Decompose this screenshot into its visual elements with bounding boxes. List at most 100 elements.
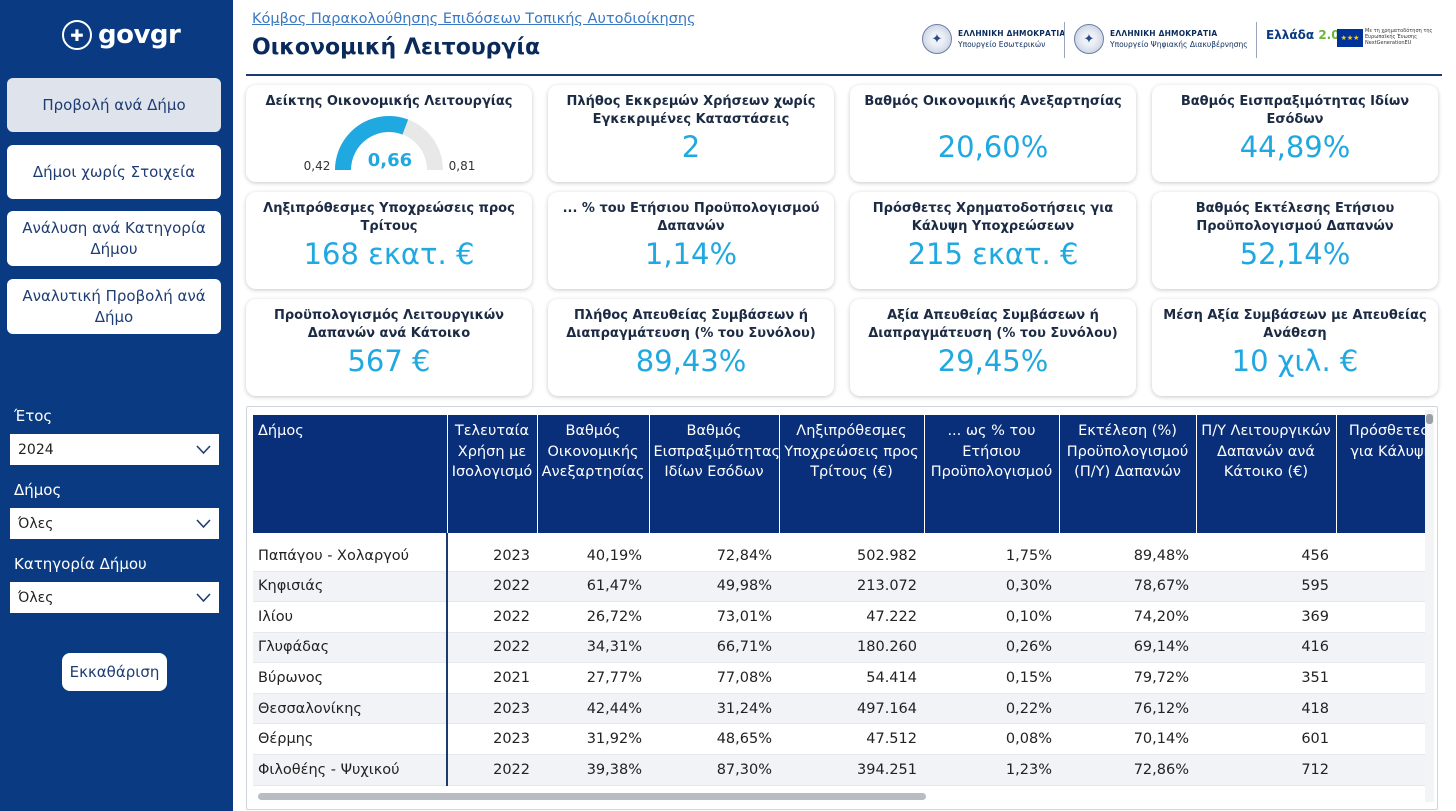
table-cell: 78,67%: [1059, 571, 1196, 603]
nav-analysis-by-category[interactable]: Ανάλυση ανά Κατηγορία Δήμου: [7, 211, 221, 266]
clear-filters-button[interactable]: Εκκαθάριση: [62, 653, 167, 691]
year-select[interactable]: 2024: [10, 434, 219, 465]
table-cell: 0,08%: [924, 723, 1059, 756]
column-header[interactable]: Πρόσθετες Επιχορηγήσεις για Κάλυψη Υποχρ…: [1336, 415, 1425, 533]
table-cell: [1336, 723, 1425, 756]
kpi-title: Προϋπολογισμός Λειτουργικών Δαπανών ανά …: [273, 308, 505, 341]
column-header[interactable]: Τελευταία Χρήση με Ισολογισμό: [447, 415, 538, 533]
nav-detailed-view[interactable]: Αναλυτική Προβολή ανά Δήμο: [7, 279, 221, 334]
ministry-interior-logo: ✦ ΕΛΛΗΝΙΚΗ ΔΗΜΟΚΡΑΤΙΑ Υπουργείο Εσωτερικ…: [922, 24, 1065, 54]
kpi-value: 168 εκατ. €: [303, 237, 475, 271]
ellada-num: 2.0: [1318, 28, 1340, 42]
table-cell: 79,72%: [1059, 662, 1196, 694]
table-cell: 595: [1196, 571, 1336, 603]
kpi-value: 29,45%: [937, 344, 1049, 378]
column-header[interactable]: Δήμος: [253, 415, 448, 533]
table-row[interactable]: Γλυφάδας 2022 34,31% 66,71% 180.260 0,26% 69,1…: [253, 632, 1425, 664]
kpi-card-average-contract-value: Μέση Αξία Συμβάσεων με Απευθείας Ανάθεση…: [1152, 299, 1438, 396]
logo-line1: ΕΛΛΗΝΙΚΗ ΔΗΜΟΚΡΑΤΙΑ: [958, 29, 1066, 38]
vertical-scrollbar-track[interactable]: [1425, 410, 1434, 802]
nav-view-by-municipality[interactable]: Προβολή ανά Δήμο: [7, 78, 221, 132]
table-cell: 72,86%: [1059, 754, 1196, 786]
municipality-label: Δήμος: [14, 481, 62, 499]
municipality-name-cell: Ιλίου: [253, 601, 448, 633]
table-cell: 2022: [447, 571, 537, 603]
vertical-scrollbar-thumb[interactable]: [1426, 414, 1433, 424]
table-row[interactable]: Παπάγου - Χολαργού 2023 40,19% 72,84% 502.98…: [253, 533, 1425, 572]
table-row[interactable]: Φιλοθέης - Ψυχικού 2022 39,38% 87,30% 394.25…: [253, 754, 1425, 786]
nav-label: Αναλυτική Προβολή ανά Δήμο: [22, 286, 206, 326]
municipality-name-cell: Φιλοθέης - Ψυχικού: [253, 754, 448, 786]
govgr-logo[interactable]: ✚ govgr: [62, 20, 181, 50]
table-cell: 502.982: [779, 533, 924, 572]
kpi-card-additional-funding: Πρόσθετες Χρηματοδοτήσεις για Κάλυψη Υπο…: [850, 192, 1136, 289]
table-row[interactable]: Θέρμης 2023 31,92% 48,65% 47.512 0,08% 70,14% 6…: [253, 723, 1425, 756]
gauge-min-label: 0,42: [304, 159, 331, 173]
table-cell: 2023: [447, 533, 537, 572]
table-cell: 72,84%: [649, 533, 779, 572]
kpi-value: 89,43%: [635, 344, 747, 378]
municipality-table-panel: Δήμος Τελευταία Χρήση με Ισολογισμό Βαθμός…: [246, 406, 1438, 810]
table-cell: [1336, 693, 1425, 725]
year-value: 2024: [18, 441, 54, 458]
table-cell: 31,24%: [649, 693, 779, 725]
gauge-value-label: 0,66: [368, 150, 412, 171]
table-cell: 456: [1196, 533, 1336, 572]
nav-label: Προβολή ανά Δήμο: [42, 95, 186, 114]
kpi-title: ... % του Ετήσιου Προϋπολογισμού Δαπανών: [562, 201, 820, 234]
table-cell: 66,71%: [649, 632, 779, 664]
horizontal-scrollbar-thumb[interactable]: [258, 793, 926, 800]
nav-municipalities-without-data[interactable]: Δήμοι χωρίς Στοιχεία: [7, 145, 221, 199]
table-cell: 416: [1196, 632, 1336, 664]
table-cell: 369: [1196, 601, 1336, 633]
table-cell: 1,23%: [924, 754, 1059, 786]
table-cell: 87,30%: [649, 754, 779, 786]
category-value: Όλες: [18, 589, 54, 606]
clear-label: Εκκαθάριση: [69, 663, 160, 681]
table-cell: 213.072: [779, 571, 924, 603]
breadcrumb-link[interactable]: Κόμβος Παρακολούθησης Επιδόσεων Τοπικής …: [252, 11, 696, 27]
municipality-name-cell: Παπάγου - Χολαργού: [253, 533, 448, 572]
table-cell: 76,12%: [1059, 693, 1196, 725]
municipality-value: Όλες: [18, 515, 54, 532]
table-row[interactable]: Ιλίου 2022 26,72% 73,01% 47.222 0,10% 74,20% 36…: [253, 601, 1425, 633]
logo-line2: Υπουργείο Εσωτερικών: [958, 40, 1046, 49]
column-header[interactable]: Εκτέλεση (%) Προϋπολογισμού (Π/Υ) Δαπανώ…: [1059, 415, 1197, 533]
table-cell: [1336, 533, 1425, 572]
greek-emblem-icon: ✚: [62, 20, 92, 50]
year-label: Έτος: [14, 407, 53, 425]
table-header-row: Δήμος Τελευταία Χρήση με Ισολογισμό Βαθμός…: [253, 415, 1425, 533]
column-header[interactable]: Π/Υ Λειτουργικών Δαπανών ανά Κάτοικο (€): [1196, 415, 1337, 533]
table-cell: 418: [1196, 693, 1336, 725]
chevron-down-icon: [196, 445, 211, 455]
kpi-title: Ληξιπρόθεσμες Υποχρεώσεις προς Τρίτους: [263, 201, 515, 234]
kpi-title: Βαθμός Εκτέλεσης Ετήσιου Προϋπολογισμού …: [1195, 201, 1395, 234]
kpi-value: 20,60%: [937, 130, 1049, 164]
municipality-select[interactable]: Όλες: [10, 508, 219, 539]
column-header[interactable]: Ληξιπρόθεσμες Υποχρεώσεις προς Τρίτους (…: [779, 415, 925, 533]
table-cell: 34,31%: [537, 632, 649, 664]
kpi-title: Βαθμός Εισπραξιμότητας Ιδίων Εσόδων: [1180, 94, 1410, 127]
column-header[interactable]: Βαθμός Εισπραξιμότητας Ιδίων Εσόδων: [649, 415, 780, 533]
kpi-title: Δείκτης Οικονομικής Λειτουργίας: [265, 94, 513, 109]
column-header[interactable]: Βαθμός Οικονομικής Ανεξαρτησίας: [537, 415, 650, 533]
table-row[interactable]: Θεσσαλονίκης 2023 42,44% 31,24% 497.164 0,22%…: [253, 693, 1425, 725]
table-viewport[interactable]: Δήμος Τελευταία Χρήση με Ισολογισμό Βαθμός…: [253, 415, 1425, 799]
kpi-title: Βαθμός Οικονομικής Ανεξαρτησίας: [864, 94, 1122, 109]
kpi-title: Πλήθος Απευθείας Συμβάσεων ή Διαπραγμάτε…: [566, 308, 816, 341]
table-cell: 0,26%: [924, 632, 1059, 664]
table-cell: 40,19%: [537, 533, 649, 572]
gauge-max-label: 0,81: [449, 159, 476, 173]
table-row[interactable]: Βύρωνος 2021 27,77% 77,08% 54.414 0,15% 79,72%…: [253, 662, 1425, 694]
table-cell: 47.222: [779, 601, 924, 633]
kpi-title: Πρόσθετες Χρηματοδοτήσεις για Κάλυψη Υπο…: [872, 201, 1114, 234]
logo-text: govgr: [98, 20, 181, 50]
column-header[interactable]: ... ως % του Ετήσιου Προϋπολογισμού: [924, 415, 1060, 533]
sidebar: ✚ govgr Προβολή ανά Δήμο Δήμοι χωρίς Στο…: [0, 0, 233, 811]
table-cell: 0,10%: [924, 601, 1059, 633]
category-select[interactable]: Όλες: [10, 582, 219, 613]
table-row[interactable]: Κηφισιάς 2022 61,47% 49,98% 213.072 0,30% 78,6…: [253, 571, 1425, 603]
table-cell: 73,01%: [649, 601, 779, 633]
municipality-name-cell: Θεσσαλονίκης: [253, 693, 448, 725]
municipality-name-cell: Κηφισιάς: [253, 571, 448, 603]
